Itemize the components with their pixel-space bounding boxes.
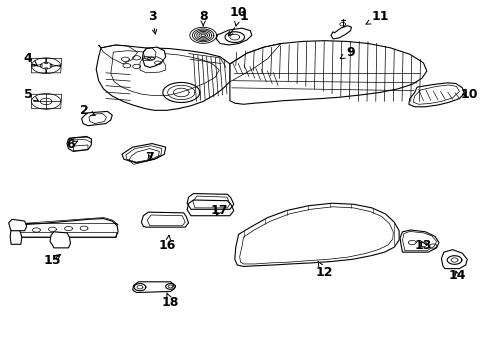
Polygon shape <box>408 83 463 107</box>
Polygon shape <box>122 144 165 163</box>
Polygon shape <box>399 230 438 252</box>
Text: 4: 4 <box>24 52 38 66</box>
Text: 18: 18 <box>162 293 179 309</box>
Text: 16: 16 <box>159 235 176 252</box>
Text: 2: 2 <box>80 104 95 117</box>
Text: 10: 10 <box>229 6 247 26</box>
Polygon shape <box>10 229 22 244</box>
Text: 10: 10 <box>459 88 477 101</box>
Text: 8: 8 <box>199 10 207 26</box>
Polygon shape <box>9 219 27 231</box>
Polygon shape <box>11 219 118 240</box>
Polygon shape <box>216 28 251 45</box>
Polygon shape <box>132 282 174 293</box>
Polygon shape <box>111 51 219 96</box>
Polygon shape <box>141 212 188 227</box>
Text: 1: 1 <box>228 10 247 36</box>
Text: 7: 7 <box>145 151 154 165</box>
Text: 11: 11 <box>365 10 388 24</box>
Text: 3: 3 <box>147 10 156 34</box>
Polygon shape <box>81 111 112 126</box>
Polygon shape <box>67 136 91 152</box>
Text: 9: 9 <box>340 46 354 59</box>
Polygon shape <box>229 41 426 104</box>
Text: 14: 14 <box>448 269 465 282</box>
Text: 17: 17 <box>210 204 227 217</box>
Polygon shape <box>187 194 233 209</box>
Polygon shape <box>441 249 466 269</box>
Text: 6: 6 <box>66 139 78 152</box>
Text: 12: 12 <box>315 261 333 279</box>
Polygon shape <box>50 232 70 248</box>
Polygon shape <box>96 45 232 111</box>
Polygon shape <box>142 47 165 67</box>
Text: 13: 13 <box>414 239 431 252</box>
Polygon shape <box>234 203 398 266</box>
Polygon shape <box>330 26 351 39</box>
Text: 5: 5 <box>24 89 39 102</box>
Text: 15: 15 <box>43 254 61 267</box>
